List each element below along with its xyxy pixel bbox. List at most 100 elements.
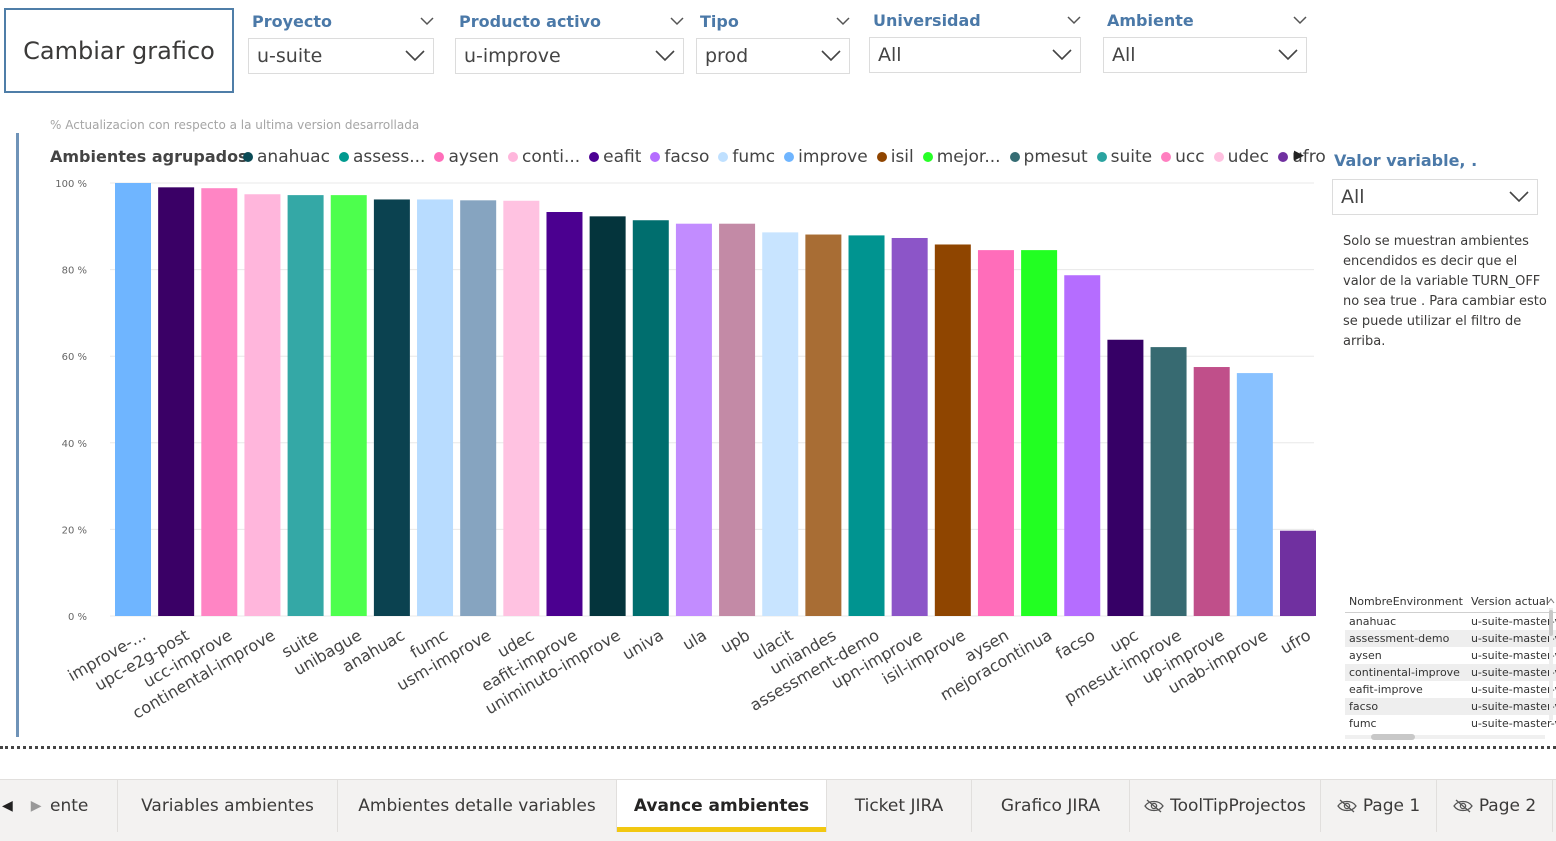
legend-item[interactable]: isil	[876, 146, 914, 168]
bar-unab-improve[interactable]	[1236, 373, 1273, 616]
page-tab[interactable]: Page 1	[1321, 780, 1437, 832]
page-tab[interactable]: Variables ambientes	[118, 780, 338, 832]
bar-ucc-improve[interactable]	[201, 188, 238, 617]
table-row[interactable]: facso u-suite-master-v	[1345, 698, 1556, 715]
bar-up-improve[interactable]	[1193, 367, 1230, 616]
bar-continental-improve[interactable]	[244, 194, 281, 616]
page-tab[interactable]: ToolTipProjectos	[1130, 780, 1321, 832]
page-tab[interactable]: Page 2	[1437, 780, 1553, 832]
page-tab[interactable]: Grafico JIRA	[972, 780, 1130, 832]
table-row[interactable]: continental-improve u-suite-master-v	[1345, 664, 1556, 681]
legend-item[interactable]: fumc	[718, 146, 775, 168]
chevron-down-icon[interactable]	[670, 14, 684, 28]
producto-dropdown-value: u-improve	[464, 45, 561, 67]
chevron-down-icon[interactable]	[1293, 13, 1307, 27]
legend-next-arrow-icon[interactable]: ▶	[1294, 148, 1304, 163]
bar-upc[interactable]	[1107, 339, 1144, 616]
table-row[interactable]: anahuac u-suite-master-v	[1345, 613, 1556, 631]
slicer-ambiente: Ambiente All	[1103, 9, 1307, 73]
chevron-down-icon[interactable]	[420, 14, 434, 28]
page-tab-label: Variables ambientes	[141, 796, 314, 816]
page-tab[interactable]: Avance ambientes	[617, 780, 827, 832]
legend-item[interactable]: ufro	[1277, 146, 1326, 168]
ambiente-dropdown[interactable]: All	[1103, 37, 1307, 73]
bar-ulacit[interactable]	[762, 232, 799, 616]
legend-label: suite	[1110, 147, 1153, 167]
tipo-dropdown[interactable]: prod	[696, 38, 850, 74]
legend-item[interactable]: mejor...	[922, 146, 1001, 168]
legend-item[interactable]: pmesut	[1009, 146, 1088, 168]
table-row[interactable]: aysen u-suite-master-v	[1345, 647, 1556, 664]
table-row[interactable]: assessment-demo u-suite-master-v	[1345, 630, 1556, 647]
bar-ufro[interactable]	[1280, 530, 1316, 616]
bar-udec[interactable]	[503, 200, 540, 617]
proyecto-dropdown[interactable]: u-suite	[248, 38, 434, 74]
bar-anahuac[interactable]	[373, 199, 410, 617]
chevron-down-icon[interactable]	[1067, 13, 1081, 27]
bar-univa[interactable]	[632, 220, 669, 616]
tab-scroll-right-icon[interactable]: ▶	[30, 798, 42, 814]
producto-dropdown[interactable]: u-improve	[455, 38, 684, 74]
bar-upb[interactable]	[719, 223, 756, 616]
tab-scroll-left-icon[interactable]: ◀	[2, 798, 13, 814]
bar-uniandes[interactable]	[805, 234, 842, 616]
legend-label: facso	[664, 147, 710, 167]
bar-isil-improve[interactable]	[934, 244, 971, 616]
table-row[interactable]: eafit-improve u-suite-master-v	[1345, 681, 1556, 698]
legend-item[interactable]: assess...	[338, 146, 425, 168]
bar-facso[interactable]	[1064, 275, 1101, 616]
environment-version-table: NombreEnvironment Version actual anahuac…	[1345, 590, 1556, 740]
chevron-down-icon[interactable]	[836, 14, 850, 28]
page-tab[interactable]: Ambientes detalle variables	[338, 780, 617, 832]
environment-name-cell: fumc	[1349, 717, 1377, 730]
version-cell: u-suite-master-v	[1470, 649, 1556, 662]
y-tick-label: 80 %	[62, 266, 87, 277]
valor-variable-value: All	[1341, 186, 1365, 208]
legend-item[interactable]: aysen	[434, 146, 499, 168]
slicer-tipo-title: Tipo	[700, 11, 739, 31]
bar-suite[interactable]	[287, 195, 324, 616]
version-cell: u-suite-master-v	[1466, 698, 1556, 715]
legend-label: ufro	[1291, 147, 1326, 167]
bar-fumc[interactable]	[417, 199, 454, 617]
bar-improve-...[interactable]	[115, 183, 151, 616]
bar-uniminuto-improve[interactable]	[589, 216, 626, 616]
legend-item[interactable]: improve	[784, 146, 868, 168]
legend-dot	[338, 152, 349, 162]
bar-aysen[interactable]	[977, 250, 1014, 616]
legend-dot	[1009, 152, 1020, 162]
y-tick-label: 60 %	[62, 352, 87, 363]
bar-usm-improve[interactable]	[460, 200, 497, 616]
page-tab-bar: ente Variables ambientes Ambientes detalle…	[0, 779, 1556, 841]
column-header-version[interactable]: Version actual	[1466, 590, 1556, 613]
legend-item[interactable]: ucc	[1161, 146, 1205, 168]
legend-item[interactable]: suite	[1096, 146, 1153, 168]
bar-assessment-demo[interactable]	[848, 235, 885, 616]
legend-item[interactable]: anahuac	[243, 146, 330, 168]
table-horizontal-scrollbar[interactable]	[1345, 733, 1545, 741]
environment-name-cell: assessment-demo	[1345, 630, 1467, 647]
table-row[interactable]: fumc u-suite-master-v	[1345, 715, 1556, 732]
column-header-nombre[interactable]: NombreEnvironment	[1345, 590, 1467, 613]
legend-item[interactable]: facso	[650, 146, 709, 168]
bar-ula[interactable]	[675, 223, 712, 616]
x-tick-label: univa	[619, 625, 667, 663]
legend-item[interactable]: eafit	[589, 146, 641, 168]
bar-mejoracontinua[interactable]	[1021, 250, 1058, 616]
change-chart-button[interactable]: Cambiar grafico	[4, 8, 234, 93]
page-tab[interactable]: Ticket JIRA	[827, 780, 972, 832]
bar-unibague[interactable]	[330, 195, 367, 616]
legend-dot	[718, 152, 729, 162]
table-vertical-scrollbar[interactable]	[1546, 594, 1556, 724]
universidad-dropdown[interactable]: All	[869, 37, 1081, 73]
change-chart-label: Cambiar grafico	[23, 36, 215, 65]
environment-name-cell: eafit-improve	[1349, 683, 1423, 696]
bar-upc-e2g-post[interactable]	[158, 187, 195, 616]
page-tab[interactable]: ente	[50, 780, 118, 832]
valor-variable-dropdown[interactable]: All	[1332, 179, 1538, 215]
legend-item[interactable]: udec	[1213, 146, 1269, 168]
legend-item[interactable]: conti...	[508, 146, 580, 168]
bar-pmesut-improve[interactable]	[1150, 347, 1187, 616]
bar-upn-improve[interactable]	[891, 237, 928, 616]
bar-eafit-improve[interactable]	[546, 212, 583, 617]
